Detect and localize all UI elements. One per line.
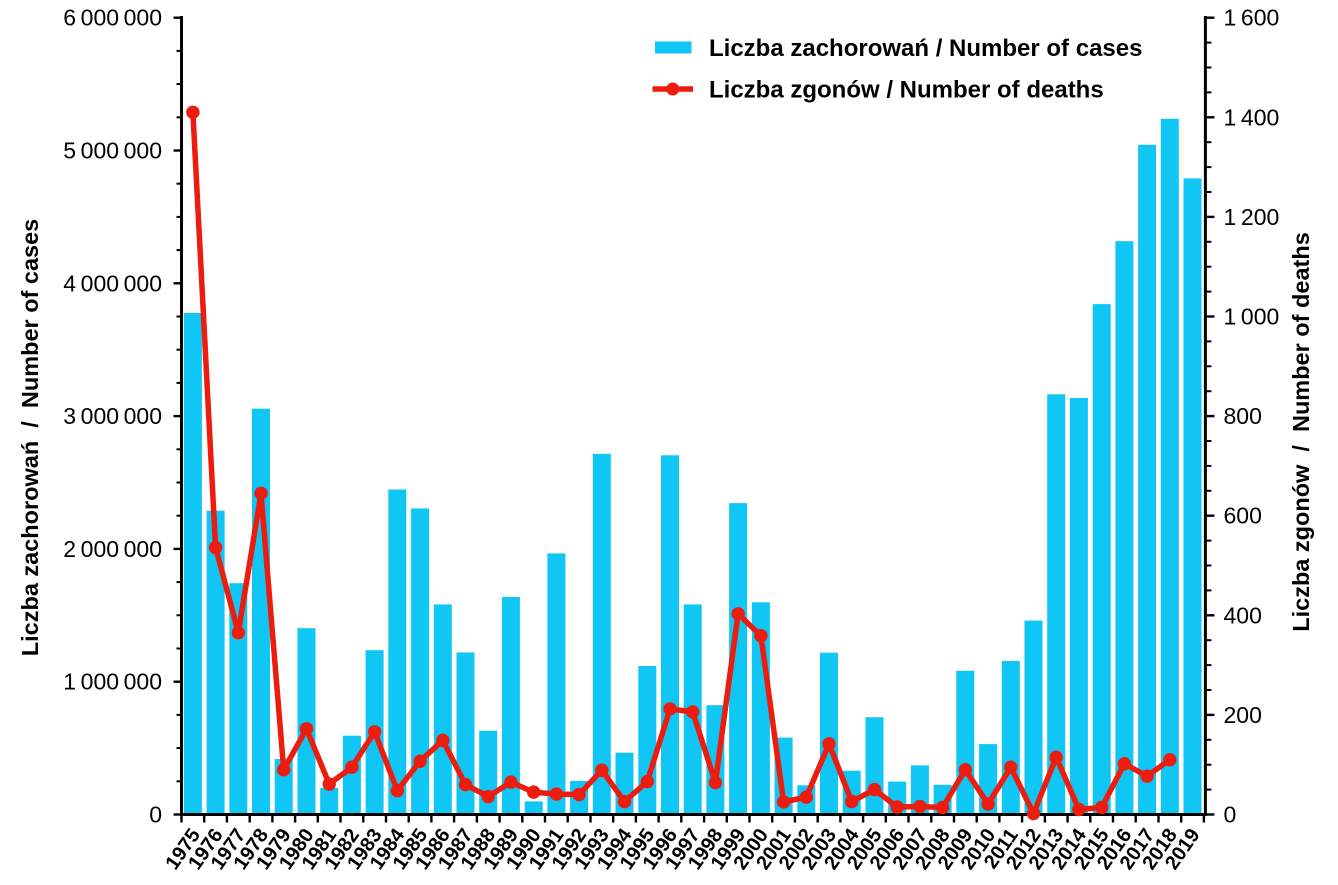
svg-text:Liczba zgonów / Number of de: Liczba zgonów / Number of deaths [1288,232,1314,632]
svg-text:Liczba zgonów / Number of deat: Liczba zgonów / Number of deaths [709,77,1104,104]
svg-text:Liczba zachorowań / Number of: Liczba zachorowań / Number of cases [709,35,1142,62]
svg-text:400: 400 [1224,602,1262,628]
svg-text:6 000 000: 6 000 000 [63,5,162,31]
svg-text:1 600: 1 600 [1224,5,1280,31]
svg-text:800: 800 [1224,403,1262,429]
svg-text:Liczba zachorowań / Number o: Liczba zachorowań / Number of cases [17,219,43,656]
svg-text:2 000 000: 2 000 000 [63,536,162,562]
svg-text:200: 200 [1224,702,1262,728]
svg-text:1 400: 1 400 [1224,104,1280,130]
svg-text:0: 0 [1224,802,1237,828]
svg-text:600: 600 [1224,503,1262,529]
svg-text:1 200: 1 200 [1224,204,1280,230]
svg-text:0: 0 [149,802,162,828]
svg-text:5 000 000: 5 000 000 [63,138,162,164]
svg-text:1 000 000: 1 000 000 [63,669,162,695]
svg-text:3 000 000: 3 000 000 [63,403,162,429]
svg-text:4 000 000: 4 000 000 [63,270,162,296]
svg-text:1 000: 1 000 [1224,304,1280,330]
